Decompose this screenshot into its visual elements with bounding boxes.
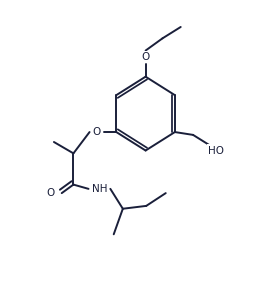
Text: O: O — [93, 127, 101, 137]
Text: O: O — [141, 52, 150, 62]
Text: O: O — [46, 188, 54, 198]
Text: HO: HO — [209, 145, 224, 156]
Text: NH: NH — [92, 184, 107, 194]
